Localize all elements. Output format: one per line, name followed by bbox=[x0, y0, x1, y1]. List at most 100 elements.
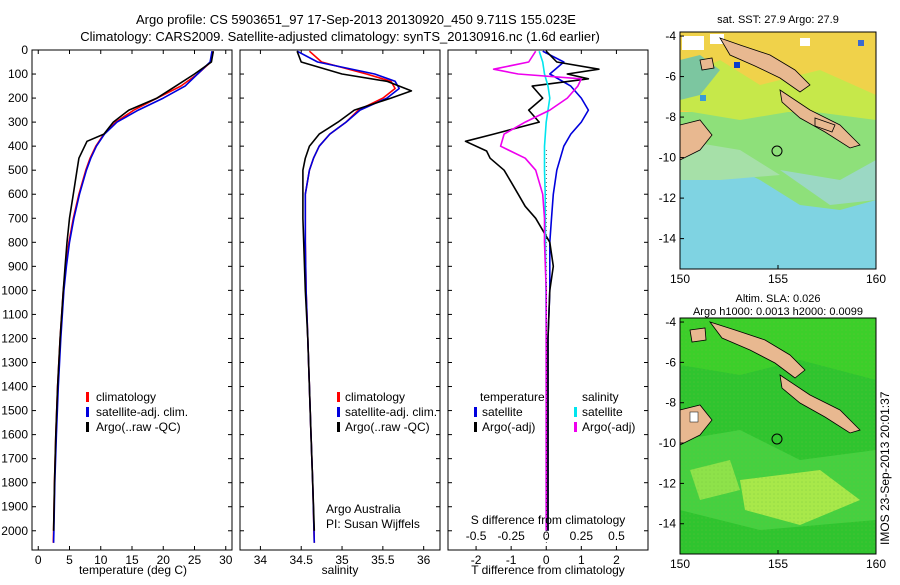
sst-map-title: sat. SST: 27.9 Argo: 27.9 bbox=[717, 14, 839, 26]
s-tick-label: -0.25 bbox=[497, 529, 525, 543]
depth-tick-label: 2000 bbox=[1, 524, 28, 538]
sst-cold-cell bbox=[700, 95, 706, 101]
depth-tick-label: 1700 bbox=[1, 452, 28, 466]
depth-tick-label: 700 bbox=[8, 211, 28, 225]
lat-tick-label: -6 bbox=[665, 355, 676, 369]
difference-panel: -2 -1 0 1 2 temperature satellite Argo(-adj)… bbox=[447, 49, 649, 577]
lon-tick-label: 150 bbox=[670, 272, 690, 286]
x-tick-label: 2 bbox=[613, 553, 620, 567]
temperature-x-axis: 0 5 10 15 20 25 30 bbox=[35, 50, 233, 567]
legend-swatch-climatology bbox=[86, 392, 89, 402]
x-tick-label: 1 bbox=[578, 553, 585, 567]
legend-label-argo: Argo(..raw -QC) bbox=[345, 420, 430, 434]
difference-depth-ticks bbox=[448, 49, 648, 532]
sla-map-axes: 150 155 160 -4 -6 -8 -10 -12 -14 bbox=[659, 315, 887, 571]
depth-tick-label: 1800 bbox=[1, 476, 28, 490]
legend-swatch-s-argo bbox=[574, 422, 577, 432]
legend-swatch-argo bbox=[337, 422, 340, 432]
legend-header-temperature: temperature bbox=[480, 390, 545, 404]
salinity-depth-ticks bbox=[240, 49, 440, 532]
legend-swatch-t-argo bbox=[474, 422, 477, 432]
lat-tick-label: -12 bbox=[659, 476, 677, 490]
depth-tick-label: 1500 bbox=[1, 404, 28, 418]
lat-tick-label: -14 bbox=[659, 232, 677, 246]
lat-tick-label: -8 bbox=[665, 396, 676, 410]
x-tick-label: 30 bbox=[219, 553, 233, 567]
x-tick-label: 35 bbox=[335, 553, 349, 567]
lat-tick-label: -10 bbox=[659, 436, 677, 450]
x-tick-label: 35.5 bbox=[371, 553, 395, 567]
sst-missing-data bbox=[682, 36, 704, 50]
lon-tick-label: 155 bbox=[768, 557, 788, 571]
sla-land bbox=[679, 321, 861, 446]
x-tick-label: 34 bbox=[254, 553, 268, 567]
legend-label-t-satellite: satellite bbox=[482, 405, 523, 419]
x-tick-label: 36 bbox=[417, 553, 431, 567]
depth-tick-label: 1600 bbox=[1, 428, 28, 442]
sst-missing-data bbox=[710, 34, 724, 44]
sst-map-axes: 150 155 160 -4 -6 -8 -10 -12 -14 bbox=[659, 29, 887, 286]
salinity-panel: 34 34.5 35 35.5 36 climatology satellite-adj… bbox=[239, 49, 441, 577]
legend-label-argo: Argo(..raw -QC) bbox=[96, 420, 181, 434]
series-line-argo-raw-qc- bbox=[52, 51, 215, 531]
argo-position-marker bbox=[771, 145, 783, 157]
depth-tick-label: 100 bbox=[8, 67, 28, 81]
x-tick-label: 25 bbox=[188, 553, 202, 567]
depth-tick-label: 1200 bbox=[1, 331, 28, 345]
series-line-t-argo-adj- bbox=[464, 50, 600, 531]
island-land bbox=[689, 327, 707, 343]
lat-tick-label: -14 bbox=[659, 517, 677, 531]
lat-tick-label: -10 bbox=[659, 151, 677, 165]
island-land bbox=[699, 57, 715, 71]
s-difference-x-label: S difference from climatology bbox=[471, 513, 626, 527]
lon-tick-label: 150 bbox=[670, 557, 690, 571]
depth-tick-label: 600 bbox=[8, 187, 28, 201]
legend-label-t-argo: Argo(-adj) bbox=[482, 420, 535, 434]
salinity-legend: climatology satellite-adj. clim. Argo(..… bbox=[337, 390, 437, 434]
series-line-argo-raw-qc- bbox=[296, 50, 413, 531]
lon-tick-label: 160 bbox=[866, 272, 886, 286]
legend-swatch-satellite bbox=[86, 407, 89, 417]
sst-cool-band bbox=[680, 160, 876, 269]
depth-tick-label: 1900 bbox=[1, 500, 28, 514]
depth-tick-label: 200 bbox=[8, 91, 28, 105]
legend-swatch-climatology bbox=[337, 392, 340, 402]
sst-field bbox=[680, 32, 876, 269]
legend-label-climatology: climatology bbox=[96, 390, 156, 404]
depth-tick-label: 1000 bbox=[1, 283, 28, 297]
legend-swatch-argo bbox=[86, 422, 89, 432]
lon-tick-label: 160 bbox=[866, 557, 886, 571]
lat-tick-label: -4 bbox=[665, 315, 676, 329]
argo-position-marker bbox=[771, 433, 783, 445]
legend-label-s-argo: Argo(-adj) bbox=[582, 420, 635, 434]
depth-tick-label: 500 bbox=[8, 163, 28, 177]
pi-label: PI: Susan Wijffels bbox=[326, 517, 420, 531]
depth-tick-label: 1400 bbox=[1, 380, 28, 394]
salinity-x-label: salinity bbox=[322, 563, 359, 577]
s-tick-label: -0.5 bbox=[466, 529, 487, 543]
sst-transition-east bbox=[780, 160, 876, 205]
s-tick-label: 0.5 bbox=[608, 529, 625, 543]
sst-transition bbox=[680, 140, 780, 180]
imos-timestamp: IMOS 23-Sep-2013 20:01:37 bbox=[878, 391, 892, 545]
depth-tick-label: 300 bbox=[8, 115, 28, 129]
t-difference-x-label: T difference from climatology bbox=[471, 563, 625, 577]
legend-label-satellite: satellite-adj. clim. bbox=[96, 405, 188, 419]
legend-header-salinity: salinity bbox=[582, 390, 619, 404]
x-tick-label: -2 bbox=[471, 553, 482, 567]
new-britain-land bbox=[708, 321, 806, 379]
lon-tick-label: 155 bbox=[768, 272, 788, 286]
salinity-plot-frame bbox=[239, 49, 441, 551]
figure-title-line1: Argo profile: CS 5903651_97 17-Sep-2013 … bbox=[136, 12, 576, 27]
legend-swatch-s-satellite bbox=[574, 407, 577, 417]
temperature-legend: climatology satellite-adj. clim. Argo(..… bbox=[86, 390, 188, 434]
s-difference-axis: -0.5 -0.25 0 0.25 0.5 bbox=[466, 150, 625, 545]
x-tick-label: 10 bbox=[94, 553, 108, 567]
lat-tick-label: -4 bbox=[665, 29, 676, 43]
depth-tick-label: 1300 bbox=[1, 356, 28, 370]
sst-land bbox=[679, 37, 861, 161]
legend-label-climatology: climatology bbox=[345, 390, 405, 404]
depth-tick-label: 1100 bbox=[2, 307, 28, 321]
solomon-islands-land bbox=[779, 374, 861, 434]
x-tick-label: 0 bbox=[35, 553, 42, 567]
